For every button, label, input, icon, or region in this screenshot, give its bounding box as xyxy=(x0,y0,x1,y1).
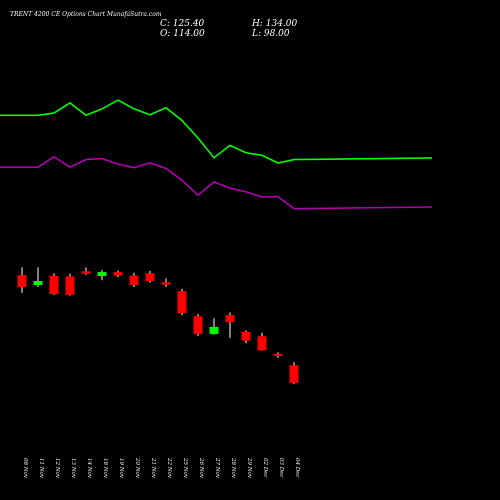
candle xyxy=(65,273,75,296)
candle xyxy=(209,318,219,335)
candle-body xyxy=(145,273,155,282)
candle xyxy=(177,288,187,316)
open-value: O: 114.00 xyxy=(160,29,205,39)
candle xyxy=(161,278,171,287)
candle xyxy=(257,332,267,351)
candle xyxy=(289,362,299,384)
x-tick-label: 11 Nov xyxy=(38,458,44,479)
x-tick-label: 12 Nov xyxy=(54,458,60,479)
close-value: C: 125.40 xyxy=(160,19,205,29)
candle-body xyxy=(65,276,75,295)
x-tick-label: 18 Nov xyxy=(102,458,108,479)
candle-body xyxy=(17,275,27,287)
x-tick-label: 08 Nov xyxy=(22,458,28,479)
x-tick-label: 19 Nov xyxy=(118,458,124,479)
x-tick-label: 21 Nov xyxy=(150,457,156,479)
x-tick-label: 04 Dec xyxy=(294,458,300,478)
candle-body xyxy=(241,331,251,341)
candle xyxy=(113,270,123,278)
candle xyxy=(17,267,27,293)
x-tick-label: 13 Nov xyxy=(70,458,76,479)
chart-title: TRENT 4200 CE Options Chart MunafaSutra.… xyxy=(10,11,162,18)
x-tick-label: 02 Dec xyxy=(262,458,268,478)
candle xyxy=(129,272,139,287)
x-tick-label: 28 Nov xyxy=(230,457,236,479)
candle-body xyxy=(129,275,139,285)
candle xyxy=(81,267,91,275)
candle-body xyxy=(209,326,219,334)
candle xyxy=(193,313,203,336)
low-value: L: 98.00 xyxy=(251,29,290,39)
candle-body xyxy=(33,281,43,285)
candle xyxy=(97,270,107,281)
x-tick-label: 29 Nov xyxy=(246,457,252,479)
candle xyxy=(241,330,251,344)
x-tick-label: 26 Nov xyxy=(198,457,204,479)
x-tick-label: 27 Nov xyxy=(214,457,220,479)
candle-body xyxy=(161,282,171,285)
indicator-line-2 xyxy=(0,155,433,210)
candle xyxy=(145,270,155,283)
x-tick-label: 03 Dec xyxy=(278,458,284,478)
candle-body xyxy=(225,315,235,323)
candle-body xyxy=(193,316,203,334)
high-value: H: 134.00 xyxy=(251,19,298,29)
candle xyxy=(49,273,59,295)
x-tick-label: 20 Nov xyxy=(134,457,140,479)
indicator-lines xyxy=(0,99,433,210)
candle-body xyxy=(257,336,267,351)
candle-body xyxy=(177,291,187,314)
x-axis-labels: 08 Nov 11 Nov 12 Nov 13 Nov 14 Nov 18 Nov 19 N… xyxy=(22,457,300,479)
candle-body xyxy=(289,365,299,383)
x-tick-label: 14 Nov xyxy=(86,458,92,479)
candles xyxy=(17,267,299,384)
candle xyxy=(225,312,235,338)
candle-body xyxy=(97,272,107,276)
candle xyxy=(273,352,283,358)
indicator-line-1 xyxy=(0,99,433,164)
candle-body xyxy=(49,276,59,294)
candle xyxy=(33,267,43,287)
candle-body xyxy=(81,271,91,274)
candle-body xyxy=(113,272,123,276)
x-tick-label: 25 Nov xyxy=(182,457,188,479)
candle-body xyxy=(273,353,283,356)
x-tick-label: 22 Nov xyxy=(166,457,172,479)
